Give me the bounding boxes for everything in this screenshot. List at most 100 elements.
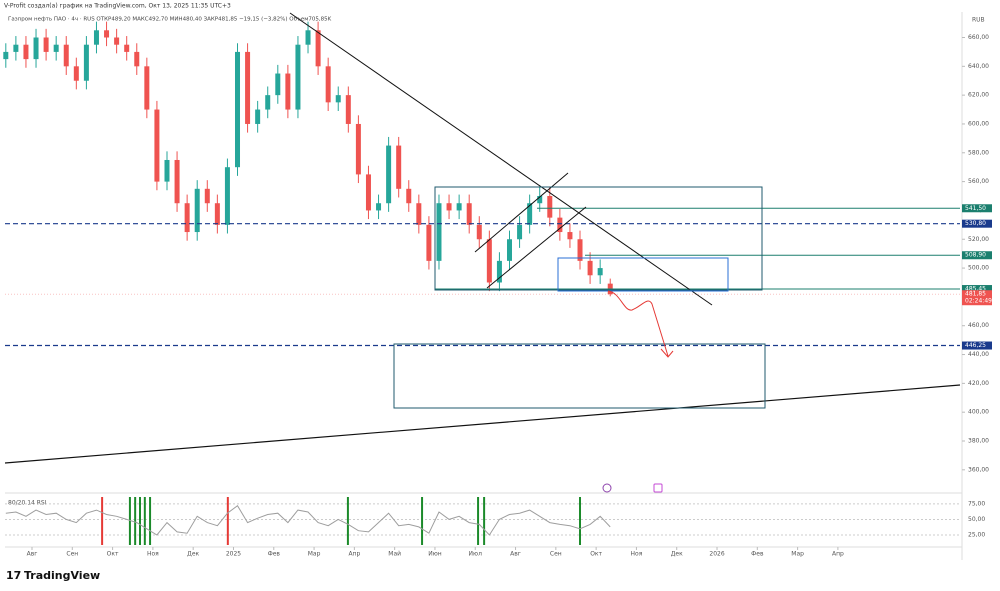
y-tick-label: 460,00 <box>968 322 989 329</box>
candle-body <box>365 174 371 211</box>
candle-body <box>194 188 200 233</box>
logo: TradingView <box>24 569 100 582</box>
candle-body <box>567 232 573 240</box>
trend-line <box>4 384 961 464</box>
x-tick-label: Фев <box>751 551 764 558</box>
price-tag-label: 508,90 <box>965 252 986 259</box>
x-tick-label: Фев <box>268 551 281 558</box>
candle-body <box>355 123 361 175</box>
x-tick-label: Ноя <box>631 551 643 558</box>
y-tick-label: 420,00 <box>968 380 989 387</box>
rsi-line <box>5 504 611 536</box>
candle-body <box>43 37 49 52</box>
event-icon <box>653 483 663 493</box>
x-tick-label: Мар <box>791 551 804 558</box>
candle-body <box>124 44 130 52</box>
y-tick-label: 580,00 <box>968 149 989 156</box>
candle-body <box>577 239 583 261</box>
forecast-arrow <box>607 290 674 358</box>
candle-body <box>275 73 281 96</box>
legend: Газпром нефть ПАО · 4ч · RUS ОТКР489,20 … <box>8 17 332 23</box>
x-tick-label: Май <box>388 551 401 558</box>
candle-body <box>496 260 502 283</box>
candle-body <box>527 203 533 225</box>
x-tick-label: Ноя <box>147 551 159 558</box>
candle-body <box>547 196 553 218</box>
candle-body <box>345 95 351 124</box>
drawings <box>4 12 961 493</box>
candle-body <box>255 109 261 124</box>
rsi-tick-label: 50,00 <box>968 516 985 523</box>
y-tick-label: 440,00 <box>968 351 989 358</box>
candle-body <box>3 51 9 60</box>
x-tick-label: Окт <box>590 551 602 558</box>
x-tick-label: Июн <box>428 551 442 558</box>
candle-body <box>376 203 382 211</box>
candle-body <box>154 109 160 182</box>
candle-body <box>315 30 321 67</box>
candle-body <box>245 51 251 124</box>
trend-line <box>289 12 713 306</box>
candle-body <box>466 203 472 225</box>
x-tick-label: Сен <box>550 551 562 558</box>
price-tag-label: 481,85 <box>965 291 986 298</box>
x-tick-label: Июл <box>469 551 483 558</box>
candle-body <box>63 44 69 67</box>
x-tick-label: 2026 <box>709 551 724 558</box>
price-tag <box>962 290 992 306</box>
price-tag <box>962 341 992 350</box>
y-tick-label: 560,00 <box>968 178 989 185</box>
candle-body <box>214 203 220 225</box>
candle-body <box>426 224 432 261</box>
event-icon <box>602 483 612 493</box>
y-tick-label: 640,00 <box>968 63 989 70</box>
price-tag-label: 446,25 <box>965 342 986 349</box>
rsi-tick-label: 75,00 <box>968 500 985 507</box>
candle-body <box>446 203 452 211</box>
candle-body <box>456 203 462 211</box>
candle-body <box>476 224 482 240</box>
channel-line <box>474 172 569 253</box>
candle-body <box>557 217 563 233</box>
candle-body <box>325 66 331 103</box>
price-tag <box>962 285 992 294</box>
candle-body <box>184 203 190 233</box>
candle-body <box>265 95 271 110</box>
plot: 360,00380,00400,00420,00440,00460,00480,… <box>3 21 992 558</box>
x-tick-label: Апр <box>348 551 360 558</box>
candle-body <box>305 30 311 45</box>
price-tag-label: 541,50 <box>965 205 986 212</box>
candle-body <box>537 196 543 204</box>
y-tick-label: 660,00 <box>968 34 989 41</box>
price-tag <box>962 219 992 228</box>
candle-body <box>83 44 89 81</box>
x-tick-label: Апр <box>832 551 844 558</box>
candle-body <box>396 145 402 189</box>
header: V-Profit создал(а) график на TradingView… <box>4 3 231 10</box>
candle-body <box>33 37 39 60</box>
channel-line <box>486 206 587 289</box>
zone <box>393 343 766 409</box>
candle-body <box>164 159 170 182</box>
x-tick-label: Дек <box>187 551 199 558</box>
price-tag <box>962 251 992 260</box>
y-tick-label: 520,00 <box>968 236 989 243</box>
candle-body <box>436 203 442 261</box>
candle-body <box>335 95 341 103</box>
x-tick-label: Сен <box>66 551 78 558</box>
y-tick-label: 620,00 <box>968 92 989 99</box>
candle-body <box>144 66 150 110</box>
x-tick-label: Авг <box>27 551 38 558</box>
candle-body <box>406 188 412 204</box>
rsi-tick-label: 25,00 <box>968 532 985 539</box>
zone <box>434 186 763 291</box>
rsi-title: 80/20 14 RSI <box>8 500 47 507</box>
x-tick-label: Окт <box>107 551 119 558</box>
candle-body <box>134 51 140 67</box>
candle-body <box>285 73 291 110</box>
price-tag-label: 485,45 <box>965 286 986 293</box>
price-tag-label: 530,80 <box>965 220 986 227</box>
x-tick-label: 2025 <box>226 551 241 558</box>
logo-mark: 𝟭𝟳 <box>6 569 21 582</box>
